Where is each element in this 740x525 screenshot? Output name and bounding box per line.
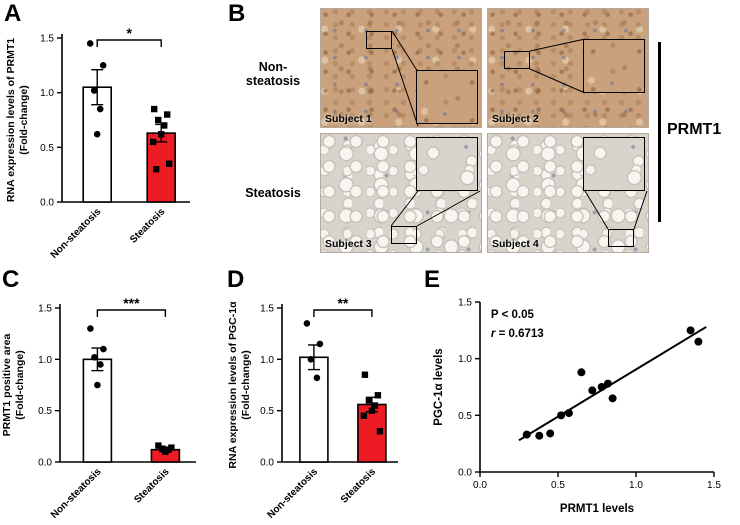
sampling-box [366,31,392,49]
svg-text:PRMT1 positive area: PRMT1 positive area [1,333,13,436]
svg-text:0.0: 0.0 [40,198,54,209]
svg-text:0.5: 0.5 [458,411,472,422]
svg-text:0.0: 0.0 [38,458,52,469]
inset-connector-lines [391,30,419,127]
svg-text:0.0: 0.0 [473,480,487,491]
svg-text:1.5: 1.5 [707,480,721,491]
row-label-line2: steatosis [245,74,301,89]
inset-zoom-box [416,137,478,191]
svg-text:Non-steatosis: Non-steatosis [49,206,104,261]
subject-label: Subject 4 [492,238,539,250]
inset-zoom-box [583,39,645,93]
svg-text:1.0: 1.0 [458,354,472,365]
svg-text:RNA expression levels of PGC-1: RNA expression levels of PGC-1α [227,301,239,469]
inset-zoom-box [416,70,478,124]
svg-text:0.5: 0.5 [38,406,52,417]
svg-text:1.5: 1.5 [260,304,274,315]
prmt1-side-label: PRMT1 [667,121,722,138]
svg-text:Non-steatosis: Non-steatosis [49,466,104,521]
subject-label: Subject 2 [492,113,539,125]
sampling-box [391,226,417,244]
svg-text:PGC-1α levels: PGC-1α levels [433,348,445,425]
svg-text:1.5: 1.5 [38,304,52,315]
svg-text:(Fold-change): (Fold-change) [18,85,30,154]
panel-e-chart: 0.0 0.5 1.0 1.5 0.0 0.5 1.0 1.5 PGC-1α levels PRM… [433,298,721,516]
svg-text:0.5: 0.5 [551,480,565,491]
svg-text:Non-steatosis: Non-steatosis [265,466,320,521]
panel-label-a: A [4,0,22,27]
panel-label-e: E [424,266,441,293]
svg-text:0.5: 0.5 [260,406,274,417]
subject-label: Subject 3 [325,238,372,250]
svg-text:1.0: 1.0 [260,355,274,366]
svg-text:Steatosis: Steatosis [128,206,168,246]
subject-label: Subject 1 [325,113,372,125]
row-label-line1: Non- [258,60,288,74]
sampling-box [608,229,634,247]
svg-text:1.0: 1.0 [629,480,643,491]
histology-image-subject-3: Subject 3 [320,133,482,253]
panel-d-chart: 0.0 0.5 1.0 1.5 RNA expression levels of PGC… [227,295,398,521]
svg-text:0.0: 0.0 [260,458,274,469]
sampling-box [504,51,530,69]
row-label-steatosis: Steatosis [245,186,301,200]
svg-text:(Fold-change): (Fold-change) [14,350,26,419]
svg-text:1.0: 1.0 [38,355,52,366]
svg-text:PRMT1 levels: PRMT1 levels [560,503,634,515]
inset-connector-lines [390,190,481,227]
svg-text:***: *** [123,295,140,311]
histology-image-subject-2: Subject 2 [487,8,649,128]
svg-text:Steatosis: Steatosis [132,466,172,506]
histology-image-subject-4: Subject 4 [487,133,649,253]
svg-text:Steatosis: Steatosis [339,466,379,506]
svg-text:P < 0.05: P < 0.05 [491,309,535,321]
svg-text:r = 0.6713: r = 0.6713 [491,328,544,340]
svg-text:0.0: 0.0 [458,468,472,479]
inset-connector-lines [529,38,586,94]
panel-a-chart: 0.0 0.5 1.0 1.5 RNA expression levels of PRM… [5,25,190,261]
svg-text:1.0: 1.0 [40,88,54,99]
svg-text:RNA expression levels of PRMT1: RNA expression levels of PRMT1 [5,38,17,202]
prmt1-bracket-line [658,42,661,222]
svg-text:(Fold-change): (Fold-change) [240,350,252,419]
inset-zoom-box [583,137,645,191]
inset-connector-lines [584,190,648,230]
panel-label-c: C [2,266,20,293]
svg-text:**: ** [337,295,348,311]
svg-text:1.5: 1.5 [40,34,54,45]
svg-text:0.5: 0.5 [40,143,54,154]
histology-image-subject-1: Subject 1 [320,8,482,128]
panel-c-chart: 0.0 0.5 1.0 1.5 PRMT1 positive area (Fold-cha… [1,295,196,521]
svg-text:1.5: 1.5 [458,298,472,309]
panel-label-d: D [227,266,245,293]
panel-label-b: B [228,0,246,27]
row-label-non-steatosis: Non- steatosis [230,60,316,89]
svg-text:*: * [126,25,132,41]
